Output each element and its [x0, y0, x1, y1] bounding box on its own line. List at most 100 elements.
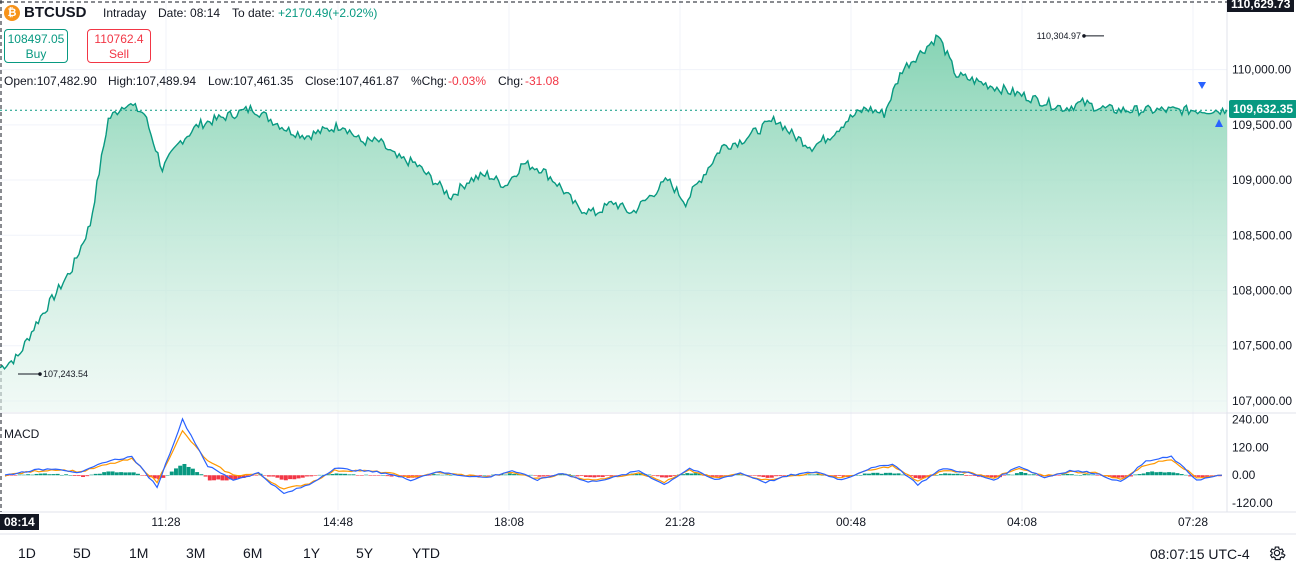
range-button-5d[interactable]: 5D: [73, 545, 91, 561]
macd-histogram-bar: [993, 475, 998, 478]
macd-histogram-bar: [1145, 472, 1150, 476]
macd-histogram-bar: [1167, 472, 1171, 476]
macd-histogram-bar: [207, 475, 212, 481]
macd-histogram-bar: [710, 475, 715, 478]
macd-histogram-bar: [803, 474, 808, 476]
macd-histogram-bar: [714, 475, 719, 477]
macd-histogram-bar: [127, 472, 132, 476]
macd-histogram-bar: [1200, 475, 1205, 478]
macd-histogram-bar: [241, 475, 246, 478]
macd-histogram-bar: [913, 475, 918, 478]
macd-histogram-bar: [583, 475, 588, 477]
macd-histogram-bar: [1205, 475, 1210, 477]
macd-histogram-bar: [871, 472, 876, 476]
macd-tick-label: 120.00: [1232, 440, 1269, 454]
ohlc-close: Close:107,461.87: [305, 74, 400, 88]
macd-histogram-bar: [634, 473, 639, 476]
range-button-5y[interactable]: 5Y: [356, 545, 374, 561]
macd-histogram-bar: [972, 475, 977, 476]
macd-histogram-bar: [672, 475, 677, 477]
macd-histogram-bar: [1019, 472, 1024, 476]
macd-histogram-bar: [224, 475, 229, 481]
macd-histogram-bar: [512, 474, 517, 476]
macd-histogram-bar: [533, 475, 538, 476]
macd-histogram-bar: [237, 475, 242, 479]
macd-histogram-bar: [102, 472, 107, 476]
macd-histogram-bar: [1074, 474, 1079, 476]
time-tick-label: 14:48: [323, 515, 353, 529]
macd-histogram-bar: [896, 473, 901, 476]
macd-histogram-bar: [448, 475, 453, 476]
macd-histogram-bar: [43, 473, 47, 476]
macd-histogram-bar: [600, 475, 605, 478]
interval-label[interactable]: Intraday: [103, 6, 147, 20]
macd-histogram-bar: [9, 475, 14, 476]
macd-histogram-bar: [359, 475, 364, 476]
macd-histogram-bar: [685, 473, 690, 476]
macd-histogram-bar: [431, 474, 436, 476]
macd-signal-line: [4, 429, 1223, 490]
sell-button[interactable]: 110762.4 Sell: [87, 29, 151, 63]
gear-icon[interactable]: [1268, 544, 1286, 562]
bitcoin-icon: ₿: [4, 5, 20, 21]
macd-histogram-bar: [85, 475, 90, 477]
range-button-6m[interactable]: 6M: [243, 545, 263, 561]
macd-histogram-bar: [368, 475, 373, 476]
macd-histogram-bar: [575, 475, 580, 477]
macd-histogram-bar: [1183, 474, 1188, 476]
macd-histogram-bar: [169, 471, 174, 476]
macd-histogram-bar: [1162, 472, 1167, 476]
range-button-1m[interactable]: 1M: [129, 545, 149, 561]
macd-histogram-bar: [900, 474, 905, 476]
macd-histogram-bar: [964, 475, 969, 476]
macd-histogram-bar: [892, 473, 897, 476]
macd-histogram-bar: [254, 475, 259, 476]
macd-histogram-bar: [1150, 471, 1155, 476]
macd-histogram-bar: [664, 475, 669, 478]
macd-histogram-bar: [1112, 475, 1117, 478]
macd-histogram-bar: [279, 475, 284, 480]
macd-label: MACD: [4, 427, 40, 441]
crosshair-price-tag: 110,629.73: [1227, 0, 1295, 12]
time-tick-label: 00:48: [836, 515, 866, 529]
price-line: [0, 34, 1228, 371]
macd-line: [4, 417, 1223, 495]
buy-button[interactable]: 108497.05 Buy: [4, 29, 68, 63]
range-button-ytd[interactable]: YTD: [412, 545, 440, 561]
macd-histogram-bar: [444, 474, 449, 476]
macd-histogram-bar: [879, 473, 884, 476]
range-button-1y[interactable]: 1Y: [303, 545, 321, 561]
ohlc-open: Open:107,482.90: [4, 74, 97, 88]
macd-histogram-bar: [165, 475, 170, 476]
macd-histogram-bar: [47, 474, 52, 476]
arrow-up-icon: [1215, 119, 1223, 127]
high-marker-label: 110,304.97: [1037, 31, 1081, 41]
macd-histogram-bar: [313, 475, 318, 476]
clock-display: 08:07:15 UTC-4: [1150, 546, 1250, 562]
macd-histogram-bar: [955, 473, 960, 476]
range-button-1d[interactable]: 1D: [18, 545, 36, 561]
crosshair-time-tag: 08:14: [0, 514, 39, 530]
macd-histogram-bar: [212, 475, 216, 481]
macd-histogram-bar: [1141, 473, 1146, 476]
macd-histogram-bar: [1129, 475, 1133, 477]
macd-histogram-bar: [106, 471, 111, 476]
symbol-name[interactable]: BTCUSD: [24, 4, 87, 21]
macd-histogram-bar: [605, 475, 609, 476]
macd-histogram-bar: [233, 475, 238, 480]
macd-histogram-bar: [938, 474, 943, 476]
macd-histogram-bar: [1061, 474, 1066, 476]
macd-histogram-bar: [228, 475, 233, 480]
macd-histogram-bar: [867, 473, 871, 476]
macd-histogram-bar: [1023, 472, 1028, 476]
macd-histogram-bar: [389, 475, 394, 477]
macd-histogram-bar: [296, 475, 301, 479]
macd-histogram-bar: [1065, 473, 1070, 476]
macd-histogram-bar: [883, 472, 888, 476]
macd-histogram-bar: [478, 475, 483, 477]
macd-histogram-bar: [1179, 474, 1184, 476]
macd-histogram-bar: [613, 475, 618, 476]
range-button-3m[interactable]: 3M: [186, 545, 206, 561]
macd-histogram-bar: [774, 475, 779, 477]
